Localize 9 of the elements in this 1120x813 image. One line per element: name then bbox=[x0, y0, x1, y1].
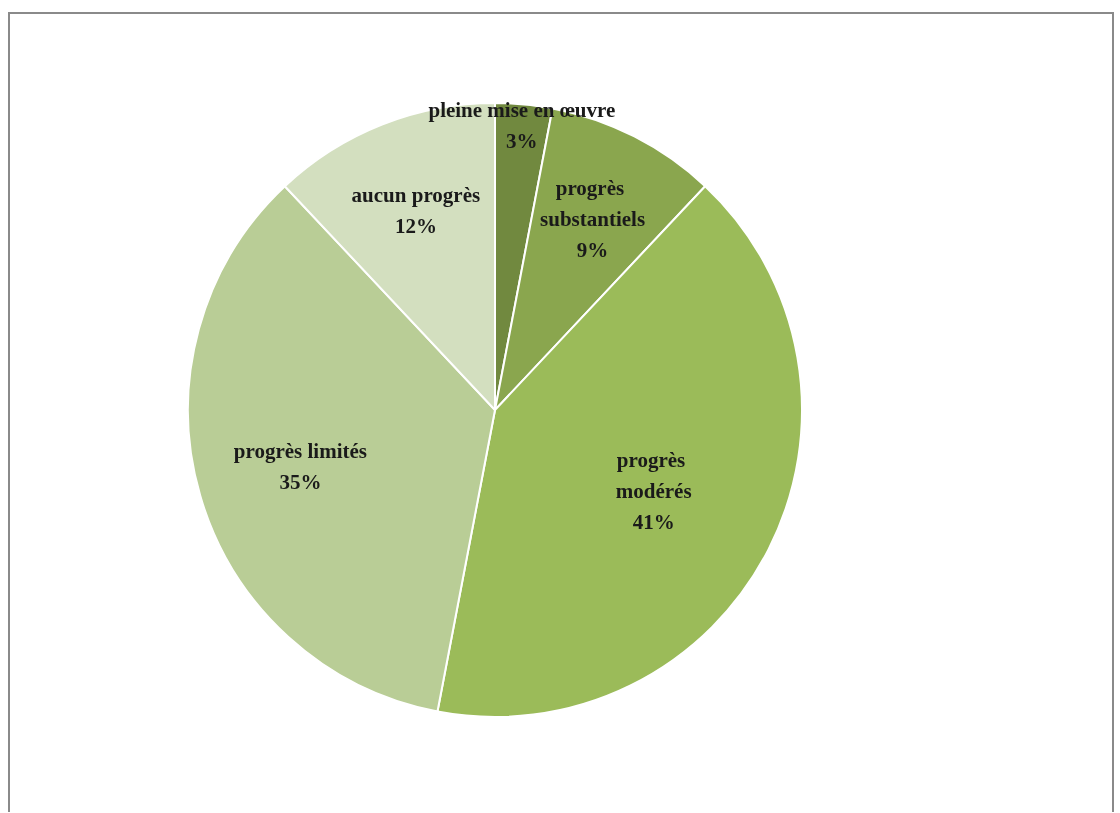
data-label: 41% bbox=[632, 509, 675, 534]
slice-label: progrès modérés bbox=[615, 447, 692, 503]
data-label: 3% bbox=[506, 129, 538, 154]
data-label: 35% bbox=[279, 470, 322, 495]
data-label: 9% bbox=[576, 237, 609, 262]
slice-label: progrès limités bbox=[233, 439, 368, 464]
slice-label: aucun progrès bbox=[351, 182, 481, 207]
slice-label: progrès substantiels bbox=[540, 175, 646, 231]
data-label: 12% bbox=[394, 213, 437, 238]
